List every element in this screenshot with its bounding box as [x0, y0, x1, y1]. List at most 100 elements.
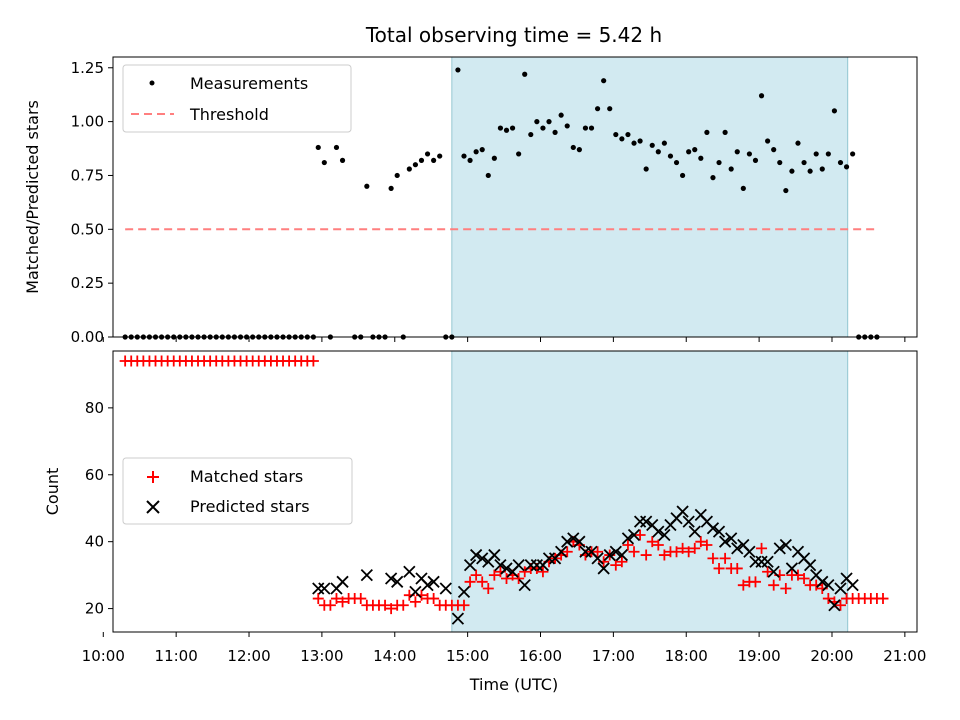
predicted-star-point: [779, 538, 792, 552]
top-legend-box: [122, 64, 352, 133]
matched-star-point: [470, 569, 482, 581]
measurement-point: [588, 125, 595, 131]
matched-star-point: [652, 539, 664, 551]
x-tick-label: 12:00: [227, 647, 270, 665]
predicted-star-point: [597, 562, 610, 575]
measurement-point: [418, 157, 425, 163]
predicted-star-point: [360, 568, 373, 582]
x-tick-label: 19:00: [737, 647, 780, 665]
measurement-point: [582, 125, 589, 131]
predicted-star-point: [567, 532, 580, 545]
chart-title: Total observing time = 5.42 h: [365, 23, 662, 47]
predicted-star-point: [555, 545, 568, 558]
predicted-star-point: [518, 579, 531, 592]
predicted-star-point: [676, 505, 689, 518]
y-tick-label: 1.00: [71, 113, 104, 131]
top-plot-frame: [112, 56, 918, 338]
measurement-point: [333, 144, 340, 151]
matched-star-point: [307, 355, 319, 367]
measurement-point: [437, 153, 443, 159]
matched-star-point: [464, 576, 476, 588]
y-tick-label: 1.25: [71, 59, 104, 77]
measurement-point: [503, 127, 510, 133]
measurement-point: [558, 112, 564, 118]
predicted-star-point: [743, 545, 756, 558]
measurement-point: [594, 106, 601, 112]
predicted-star-point: [627, 528, 641, 542]
matched-star-point: [756, 542, 768, 554]
measurement-point: [607, 106, 613, 112]
matched-star-point: [731, 562, 743, 574]
measurement-point: [455, 67, 461, 73]
measurement-point: [613, 131, 619, 138]
top-shaded-region: [451, 56, 849, 338]
legend-label-matched-stars: Matched stars: [190, 467, 303, 486]
predicted-star-point: [451, 612, 465, 625]
matched-star-point: [476, 576, 488, 588]
predicted-star-point: [682, 515, 695, 528]
predicted-star-point: [846, 579, 859, 592]
measurement-point: [716, 159, 722, 166]
predicted-star-point: [318, 582, 331, 595]
measurement-point: [497, 125, 504, 131]
measurement-point: [564, 123, 570, 129]
measurement-point: [831, 108, 838, 114]
bottom-plot-marks: [119, 355, 889, 625]
measurement-point: [394, 172, 400, 179]
measurement-point: [843, 164, 850, 170]
predicted-star-point: [834, 582, 847, 595]
predicted-star-point: [403, 565, 416, 578]
matched-star-point: [616, 556, 628, 568]
x-axis-label: Time (UTC): [469, 675, 558, 694]
measurement-point: [698, 155, 704, 161]
measurement-point: [461, 153, 467, 159]
y-tick-label: 0.75: [71, 166, 104, 184]
legend-label-threshold: Threshold: [189, 105, 269, 124]
y-tick-label: 0.50: [71, 220, 104, 238]
measurement-point: [534, 119, 540, 125]
matched-star-point: [622, 539, 634, 551]
predicted-star-point: [391, 575, 404, 588]
matched-star-point: [500, 572, 512, 584]
measurement-point: [777, 159, 783, 166]
measurement-point: [406, 166, 412, 172]
x-tick-label: 16:00: [519, 647, 562, 665]
bottom-y-axis: 20 40 60 80: [85, 399, 113, 618]
measurement-point: [728, 166, 734, 172]
legend-marker-matched-stars: [147, 471, 159, 483]
predicted-star-point: [476, 552, 489, 565]
bottom-x-axis: 10:00 11:00 12:00 13:00 14:00 15:00 16:00 17:00…: [82, 632, 926, 665]
matched-star-point: [397, 599, 409, 611]
measurement-point: [485, 172, 491, 179]
measurement-point: [740, 185, 746, 191]
predicted-star-point: [421, 579, 434, 592]
predicted-star-point: [500, 562, 513, 575]
predicted-star-point: [712, 525, 726, 538]
measurement-point: [631, 140, 637, 146]
measurement-point: [491, 155, 497, 161]
matched-star-point: [330, 593, 342, 605]
predicted-star-point: [384, 572, 398, 585]
measurement-point: [522, 71, 528, 77]
matched-star-point: [701, 539, 713, 551]
predicted-star-point: [706, 522, 720, 535]
matched-star-point: [877, 593, 889, 605]
matched-star-point: [737, 579, 749, 591]
measurement-point: [637, 138, 643, 144]
measurement-point: [655, 149, 661, 155]
matched-star-point: [513, 572, 525, 584]
measurement-point: [710, 175, 716, 181]
matched-star-point: [482, 583, 494, 595]
matched-star-point: [324, 599, 336, 611]
predicted-star-point: [816, 575, 829, 588]
bottom-plot-frame: [112, 350, 918, 633]
measurement-point: [692, 147, 698, 153]
predicted-star-point: [658, 528, 671, 542]
measurement-point: [704, 129, 710, 135]
matched-star-point: [646, 536, 658, 548]
x-tick-label: 13:00: [300, 647, 343, 665]
predicted-star-point: [822, 579, 835, 592]
predicted-star-point: [457, 585, 471, 598]
measurement-point: [795, 140, 801, 146]
matched-star-point: [689, 542, 701, 554]
